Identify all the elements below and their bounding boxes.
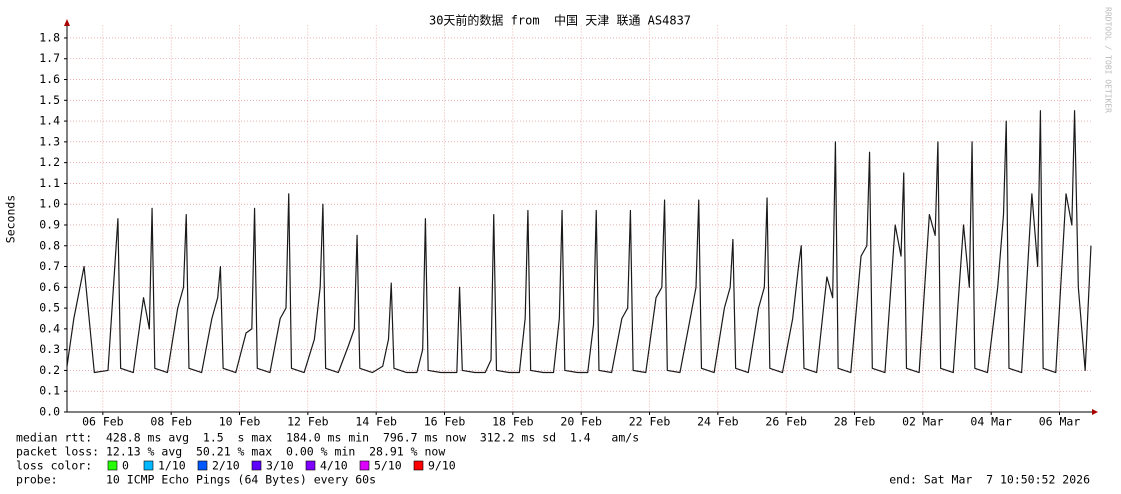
y-tick-label: 0.8 — [39, 238, 60, 252]
y-axis-arrow — [64, 19, 70, 26]
y-tick-label: 0.4 — [39, 321, 60, 335]
x-tick-label: 18 Feb — [492, 415, 534, 429]
y-tick-label: 0.3 — [39, 342, 60, 356]
y-tick-label: 1.3 — [39, 134, 60, 148]
packet-loss: packet loss: 12.13 % avg 50.21 % max 0.0… — [16, 445, 445, 459]
y-tick-label: 1.2 — [39, 155, 60, 169]
x-tick-label: 08 Feb — [150, 415, 192, 429]
x-tick-label: 12 Feb — [287, 415, 329, 429]
end-time: end: Sat Mar 7 10:50:52 2026 — [889, 473, 1090, 487]
median-line — [66, 110, 1092, 374]
loss-color-label: 9/10 — [428, 459, 456, 473]
x-tick-label: 04 Mar — [970, 415, 1012, 429]
y-tick-label: 0.7 — [39, 259, 60, 273]
x-tick-label: 22 Feb — [629, 415, 671, 429]
loss-color-label: 0 — [122, 459, 129, 473]
loss-color-label: 4/10 — [320, 459, 348, 473]
y-tick-label: 1.0 — [39, 197, 60, 211]
x-tick-label: 26 Feb — [765, 415, 807, 429]
x-tick-label: 20 Feb — [560, 415, 602, 429]
x-tick-label: 06 Feb — [82, 415, 124, 429]
y-tick-label: 0.9 — [39, 217, 60, 231]
y-tick-label: 1.6 — [39, 72, 60, 86]
loss-color-label: loss color: — [16, 459, 92, 473]
y-tick-label: 0.6 — [39, 280, 60, 294]
x-tick-label: 10 Feb — [219, 415, 261, 429]
loss-color-swatch — [143, 460, 154, 471]
y-tick-label: 0.5 — [39, 301, 60, 315]
x-tick-label: 24 Feb — [697, 415, 739, 429]
y-tick-label: 0.0 — [39, 405, 60, 419]
loss-color-swatch — [197, 460, 208, 471]
loss-color-swatch — [359, 460, 370, 471]
x-tick-label: 28 Feb — [834, 415, 876, 429]
loss-color-swatch — [305, 460, 316, 471]
loss-color-label: 5/10 — [374, 459, 402, 473]
plot-area — [66, 25, 1092, 413]
loss-color-swatch — [251, 460, 262, 471]
x-tick-label: 02 Mar — [902, 415, 944, 429]
loss-color-label: 1/10 — [158, 459, 186, 473]
y-tick-label: 1.1 — [39, 176, 60, 190]
loss-color-label: 2/10 — [212, 459, 240, 473]
probe: probe: 10 ICMP Echo Pings (64 Bytes) eve… — [16, 473, 376, 487]
loss-color-label: 3/10 — [266, 459, 294, 473]
y-tick-label: 1.5 — [39, 93, 60, 107]
x-tick-label: 16 Feb — [424, 415, 466, 429]
x-tick-label: 14 Feb — [355, 415, 397, 429]
y-tick-label: 1.8 — [39, 30, 60, 44]
chart-title: 30天前的数据 from 中国 天津 联通 AS4837 — [429, 13, 691, 28]
loss-color-swatch — [107, 460, 118, 471]
x-tick-label: 06 Mar — [1039, 415, 1081, 429]
loss-color-swatch — [413, 460, 424, 471]
y-tick-label: 1.4 — [39, 114, 60, 128]
y-tick-label: 0.1 — [39, 384, 60, 398]
median-rtt: median rtt: 428.8 ms avg 1.5 s max 184.0… — [16, 431, 639, 445]
x-axis-arrow — [1092, 409, 1098, 415]
side-note: RRDTOOL / TOBI OETIKER — [1104, 7, 1113, 113]
y-tick-label: 1.7 — [39, 51, 60, 65]
y-tick-label: 0.2 — [39, 363, 60, 377]
y-axis-label: Seconds — [4, 195, 18, 243]
